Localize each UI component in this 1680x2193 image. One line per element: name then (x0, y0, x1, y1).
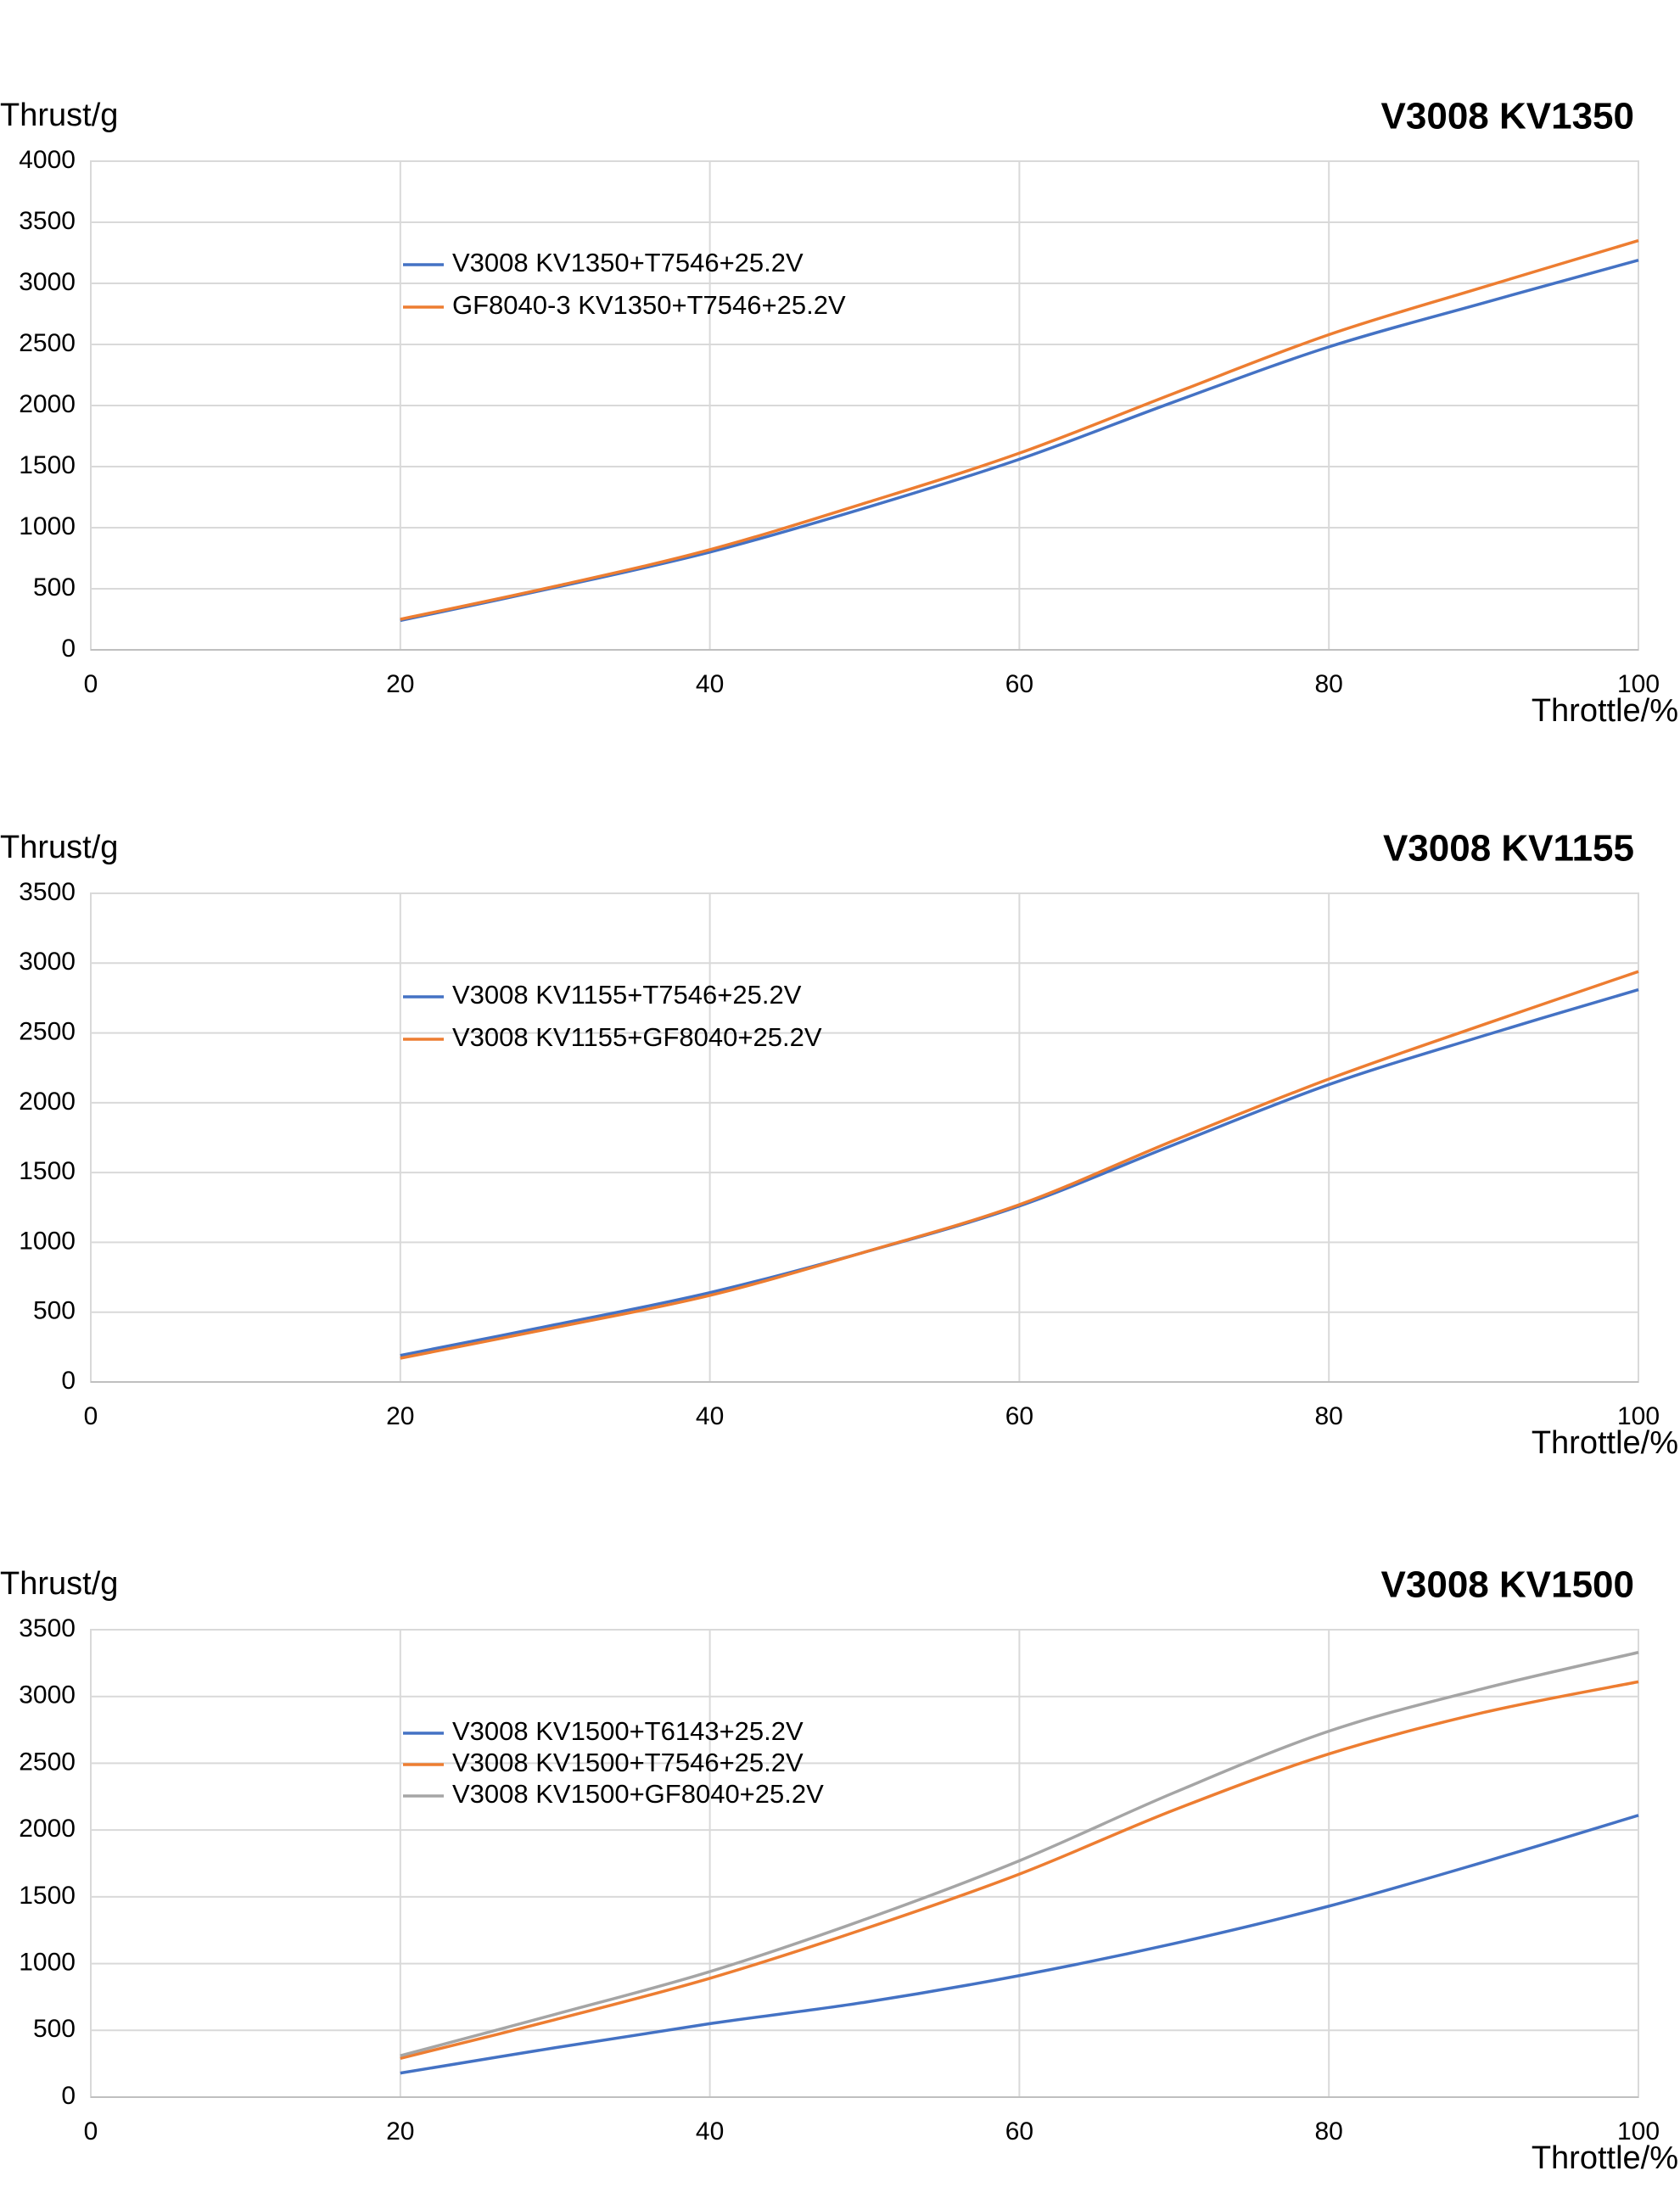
x-tick-label: 80 (1315, 2117, 1343, 2145)
legend-label: V3008 KV1500+T7546+25.2V (452, 1748, 804, 1777)
legend-label: V3008 KV1155+T7546+25.2V (452, 980, 802, 1010)
y-tick-label: 0 (61, 2082, 76, 2110)
x-tick-label: 20 (386, 670, 414, 698)
x-tick-label: 60 (1005, 670, 1033, 698)
series-line (400, 1680, 1639, 2061)
y-tick-label: 500 (33, 2015, 76, 2043)
x-tick-label: 0 (84, 670, 98, 698)
legend-label: V3008 KV1350+T7546+25.2V (452, 248, 804, 277)
y-tick-label: 3000 (19, 268, 76, 296)
y-tick-label: 1500 (19, 451, 76, 479)
x-tick-label: 100 (1617, 1402, 1660, 1430)
y-tick-label: 500 (33, 573, 76, 601)
y-tick-label: 3500 (19, 207, 76, 235)
x-tick-label: 100 (1617, 2117, 1660, 2145)
y-tick-label: 0 (61, 1367, 76, 1395)
legend-label: V3008 KV1500+T6143+25.2V (452, 1716, 804, 1746)
chart-title: V3008 KV1350 (1381, 96, 1634, 137)
y-axis-label: Thrust/g (0, 1566, 118, 1602)
plot-area (90, 1629, 1639, 2098)
y-tick-label: 1000 (19, 512, 76, 540)
y-axis-label: Thrust/g (0, 830, 118, 865)
x-tick-label: 40 (696, 2117, 724, 2145)
y-tick-label: 4000 (19, 146, 76, 174)
legend-label: GF8040-3 KV1350+T7546+25.2V (452, 290, 846, 320)
x-tick-label: 60 (1005, 1402, 1033, 1430)
legend-label: V3008 KV1155+GF8040+25.2V (452, 1022, 822, 1052)
x-tick-label: 20 (386, 1402, 414, 1430)
y-tick-label: 3500 (19, 1614, 76, 1642)
x-tick-label: 100 (1617, 670, 1660, 698)
chart-title: V3008 KV1155 (1383, 828, 1634, 870)
y-tick-label: 0 (61, 635, 76, 663)
chart-title: V3008 KV1500 (1381, 1564, 1634, 1606)
x-axis-label: Throttle/% (1532, 1425, 1678, 1461)
x-axis-label: Throttle/% (1532, 693, 1678, 729)
x-axis-label: Throttle/% (1532, 2140, 1678, 2176)
series-line (400, 238, 1639, 621)
x-tick-label: 40 (696, 1402, 724, 1430)
y-tick-label: 2000 (19, 1815, 76, 1843)
y-tick-label: 3000 (19, 1681, 76, 1709)
y-tick-label: 500 (33, 1297, 76, 1325)
y-tick-label: 2000 (19, 1088, 76, 1116)
y-tick-label: 1500 (19, 1882, 76, 1910)
y-tick-label: 2500 (19, 1748, 76, 1776)
y-tick-label: 1000 (19, 1948, 76, 1976)
x-tick-label: 60 (1005, 2117, 1033, 2145)
plot-area (90, 892, 1639, 1383)
y-tick-label: 1500 (19, 1157, 76, 1185)
y-tick-label: 3500 (19, 878, 76, 906)
x-tick-label: 0 (84, 2117, 98, 2145)
series-line (400, 1814, 1639, 2075)
series-line (400, 970, 1639, 1360)
x-tick-label: 20 (386, 2117, 414, 2145)
y-axis-label: Thrust/g (0, 98, 118, 133)
y-tick-label: 1000 (19, 1227, 76, 1255)
series-line (400, 1651, 1639, 2057)
y-tick-label: 2500 (19, 1017, 76, 1045)
x-tick-label: 0 (84, 1402, 98, 1430)
y-tick-label: 3000 (19, 948, 76, 976)
x-tick-label: 80 (1315, 1402, 1343, 1430)
legend-label: V3008 KV1500+GF8040+25.2V (452, 1779, 824, 1809)
y-tick-label: 2500 (19, 329, 76, 357)
x-tick-label: 80 (1315, 670, 1343, 698)
y-tick-label: 2000 (19, 390, 76, 418)
x-tick-label: 40 (696, 670, 724, 698)
